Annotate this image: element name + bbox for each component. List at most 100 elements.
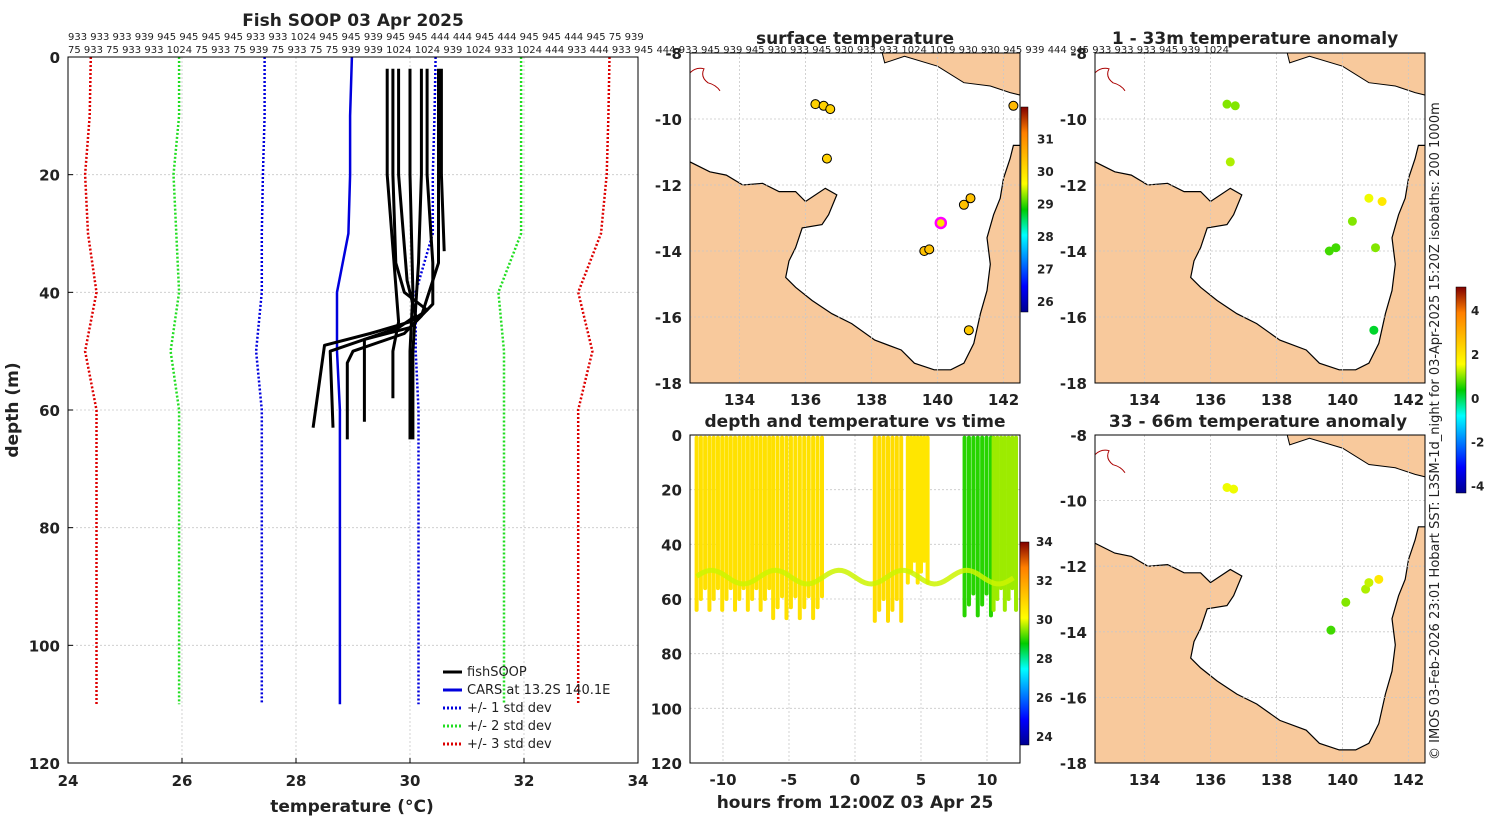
land-polygon: [1095, 526, 1425, 763]
x-tick-label: 30: [400, 772, 421, 790]
bottom-band: [695, 567, 1015, 587]
data-point: [1008, 100, 1019, 111]
data-point: [821, 153, 832, 164]
isobath-line: [1095, 67, 1126, 92]
land-polygon-north: [1286, 435, 1425, 478]
colorbar-tick-label: 24: [1036, 730, 1053, 744]
land-polygon-north: [881, 53, 1020, 96]
y-tick-label: -14: [1060, 624, 1087, 642]
data-point: [1229, 484, 1239, 494]
x-tick-label: 142: [988, 391, 1019, 409]
y-tick-label: -8: [1070, 45, 1087, 63]
anomaly-shallow-grid: [1095, 53, 1425, 383]
y-tick-label: -12: [655, 177, 682, 195]
y-tick-label: 40: [39, 284, 60, 302]
y-tick-label: -18: [1060, 375, 1087, 393]
time-xlabel: hours from 12:00Z 03 Apr 25: [717, 793, 994, 813]
x-tick-label: -5: [781, 771, 798, 789]
land-polygon: [690, 144, 1020, 383]
y-tick-label: 120: [651, 755, 682, 773]
y-tick-label: -12: [1060, 177, 1087, 195]
colorbar-tick-label: -2: [1471, 436, 1484, 450]
data-point: [965, 193, 976, 204]
x-tick-label: 142: [1393, 771, 1424, 789]
legend-label: +/- 2 std dev: [467, 719, 552, 734]
data-point: [810, 99, 821, 110]
data-point: [1347, 216, 1357, 226]
y-tick-label: -10: [1060, 493, 1087, 511]
anomaly-deep-panel: 33 - 66m temperature anomaly 134 136 138 14…: [1060, 412, 1426, 789]
time-title: depth and temperature vs time: [705, 412, 1006, 432]
y-tick-label: -10: [1060, 111, 1087, 129]
isobath-line: [690, 67, 721, 92]
x-tick-label: 28: [286, 772, 307, 790]
x-tick-label: 26: [172, 772, 193, 790]
y-tick-label: -8: [665, 45, 682, 63]
data-point: [958, 199, 969, 210]
x-tick-label: 134: [724, 391, 755, 409]
x-tick-label: 134: [1129, 391, 1160, 409]
colorbar-tick-label: 28: [1037, 230, 1054, 244]
series-line-4: [497, 57, 523, 705]
land-mass: [690, 53, 1020, 383]
x-tick-label: 138: [1261, 391, 1292, 409]
legend-label: fishSOOP: [467, 665, 527, 680]
series-line-2: [414, 57, 437, 705]
data-point: [1364, 193, 1374, 203]
anomaly-deep-title: 33 - 66m temperature anomaly: [1109, 412, 1407, 432]
data-point: [1371, 243, 1380, 253]
surface-temp-colorbar: [1020, 106, 1029, 313]
legend-label: +/- 3 std dev: [467, 737, 552, 752]
land-mass: [1095, 53, 1425, 383]
profile-grid: [68, 57, 638, 763]
colorbar-tick-label: 4: [1471, 304, 1479, 318]
data-point: [1374, 574, 1384, 584]
top-labels-row2: 75 933 75 933 933 1024 75 933 75 939 75 …: [68, 45, 1229, 56]
y-tick-label: 0: [672, 427, 682, 445]
time-colorbar: [1019, 541, 1030, 746]
anomaly-colorbar: [1455, 286, 1467, 494]
anomaly-deep-grid: [1095, 435, 1425, 763]
anomaly-colorbar-ticks: 4 2 0 -2 -4: [1471, 304, 1484, 493]
series-line-12: [408, 68, 415, 440]
colorbar-tick-label: 27: [1037, 263, 1054, 277]
surface-temp-ticks: 134 136 138 140 142 -8 -10 -12 -14 -16 -18: [655, 45, 1019, 409]
time-panel: depth and temperature vs time -10 -5 0 5 100…: [651, 412, 1053, 813]
y-tick-label: 100: [29, 637, 60, 655]
data-point: [934, 216, 948, 230]
series-line-3: [169, 57, 181, 705]
colorbar-tick-label: 34: [1036, 535, 1053, 549]
surface-temp-map: [690, 53, 1020, 383]
surface-temp-frame: [689, 52, 1021, 384]
data-point: [1377, 197, 1387, 206]
profile-ticks: 24 26 28 30 32 34 0 20 40 60 80 100 120: [29, 49, 649, 790]
y-tick-label: -18: [655, 375, 682, 393]
y-tick-label: -18: [1060, 755, 1087, 773]
profile-xlabel: temperature (°C): [270, 797, 434, 817]
x-tick-label: 138: [856, 391, 887, 409]
land-polygon: [1095, 144, 1425, 383]
profile-lines: [83, 57, 611, 705]
anomaly-shallow-title: 1 - 33m temperature anomaly: [1112, 29, 1398, 49]
x-tick-label: 32: [514, 772, 535, 790]
x-tick-label: 140: [1327, 771, 1358, 789]
y-tick-label: -14: [1060, 243, 1087, 261]
credit-text: © IMOS 03-Feb-2026 23:01 Hobart SST: L3S…: [1428, 102, 1443, 760]
x-tick-label: 140: [922, 391, 953, 409]
data-point: [825, 104, 836, 115]
legend-label: CARS at 13.2S 140.1E: [467, 683, 610, 698]
surface-temp-points: [810, 99, 1019, 336]
y-tick-label: -16: [1060, 309, 1087, 327]
colorbar-tick-label: 26: [1036, 691, 1053, 705]
x-tick-label: 142: [1393, 391, 1424, 409]
x-tick-label: 24: [58, 772, 79, 790]
y-tick-label: 20: [661, 482, 682, 500]
y-tick-label: 80: [39, 520, 60, 538]
colorbar-tick-label: 2: [1471, 348, 1479, 362]
x-tick-label: 136: [1195, 771, 1226, 789]
data-point: [1341, 597, 1351, 607]
data-point: [924, 244, 935, 255]
y-tick-label: 40: [661, 536, 682, 554]
